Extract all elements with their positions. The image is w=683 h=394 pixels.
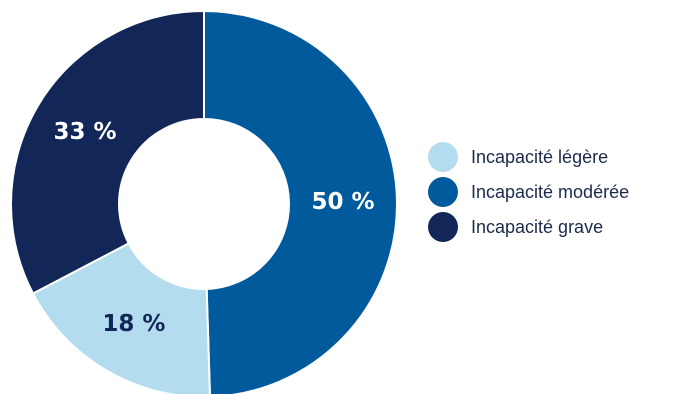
slice-label-incapacite-legere: 18 % bbox=[102, 311, 165, 337]
legend-swatch-incapacite-grave bbox=[428, 212, 458, 242]
slice-incapacite-moderee bbox=[203, 9, 398, 394]
legend-item-incapacite-legere: Incapacité légère bbox=[428, 142, 678, 172]
legend-item-incapacite-grave: Incapacité grave bbox=[428, 212, 678, 242]
legend-label-incapacite-moderee: Incapacité modérée bbox=[471, 181, 630, 202]
legend-swatch-incapacite-moderee bbox=[428, 177, 458, 207]
slice-label-incapacite-grave: 33 % bbox=[54, 119, 117, 145]
legend-item-incapacite-moderee: Incapacité modérée bbox=[428, 177, 678, 207]
legend-label-incapacite-grave: Incapacité grave bbox=[471, 216, 604, 237]
slice-label-incapacite-moderee: 50 % bbox=[311, 189, 374, 215]
slice-incapacite-legere bbox=[31, 242, 211, 394]
donut-chart: 50 % 18 % 33 % bbox=[10, 9, 398, 394]
legend-label-incapacite-legere: Incapacité légère bbox=[471, 146, 609, 167]
legend-swatch-incapacite-legere bbox=[428, 142, 458, 172]
legend: Incapacité légère Incapacité modérée Inc… bbox=[428, 142, 678, 251]
slice-incapacite-grave bbox=[10, 9, 205, 295]
